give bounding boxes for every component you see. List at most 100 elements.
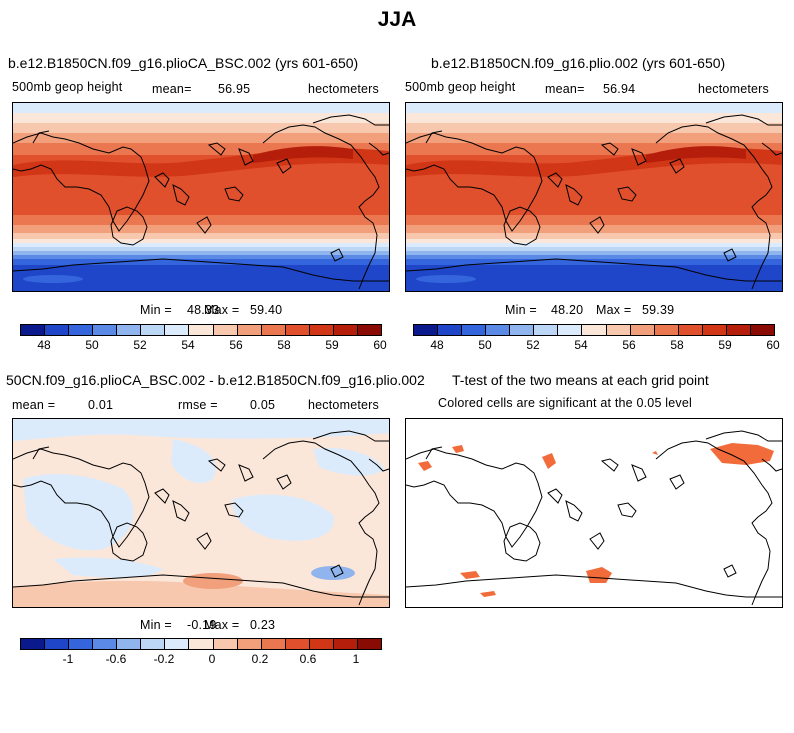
coastline-path [631,464,647,482]
coastline-path [406,258,782,282]
figure-title: JJA [377,8,417,31]
colorbar-tick-label: 60 [373,338,387,352]
colorbar-swatch [309,325,334,335]
panel3-rmse-label: rmse = [178,398,218,412]
coastlines [406,114,782,290]
significant-cell-region [542,453,556,469]
colorbar-swatch [261,325,286,335]
colorbar-swatch [141,325,166,335]
colorbar-swatch [582,325,607,335]
contour-band [406,233,782,239]
coastline-path [600,142,619,156]
panel3-rmse-value: 0.05 [250,398,276,412]
colorbar-swatch [189,639,214,649]
contour-band [406,133,782,143]
coastline-path [669,474,685,490]
colorbar-tick-label: 50 [85,338,99,352]
coastline-path [723,248,737,262]
coastline-path [196,216,212,234]
coastline-path [154,488,170,504]
colorbar-swatch [357,639,381,649]
panel3-map [12,418,390,608]
coastline-path [13,132,150,232]
coastlines [13,114,389,290]
colorbar-swatch [333,639,358,649]
colorbar-swatch [189,325,214,335]
colorbar-swatch [726,325,751,335]
coastline-path [705,430,782,442]
panel2-variable: 500mb geop height [405,80,516,94]
colorbar-swatch [486,325,511,335]
colorbar-swatch [534,325,559,335]
contour-band [406,243,782,247]
contour-band [13,133,389,143]
colorbar-swatch [438,325,463,335]
coastline-path [565,184,583,206]
panel1-max-value: 59.40 [250,303,283,317]
coastline-path [262,124,380,290]
contour-band-max [646,146,746,163]
colorbar-tick-label: 56 [622,338,636,352]
coastline-path [655,440,773,606]
contour-band [406,255,782,259]
colorbar-tick-label: 56 [229,338,243,352]
coastline-path [761,458,782,472]
coastline-path [330,248,344,262]
contour-band [13,113,389,123]
panel1-colorbar [20,324,382,336]
colorbar-swatch [678,325,703,335]
colorbar-tick-label: 60 [766,338,780,352]
colorbar-swatch [21,639,46,649]
contour-band [13,255,389,259]
colorbar-swatch [213,639,238,649]
coastline-path [368,458,389,472]
panel1-mean-value: 56.95 [218,82,251,96]
diff-region-negative [171,439,216,484]
coastline-path [406,448,543,548]
significant-cell-region [652,451,658,455]
coastline-path [238,148,254,166]
colorbar-swatch [117,325,142,335]
contour-band [406,225,782,233]
coastline-path [589,532,605,550]
panel4-map [405,418,783,608]
contour-band [13,247,389,251]
colorbar-tick-label: 54 [181,338,195,352]
contour-band [406,215,782,225]
coastline-path [547,488,563,504]
colorbar-swatch [309,639,334,649]
panel3-min-value: -0.19 [187,618,217,632]
colorbar-swatch [69,325,94,335]
coastline-path [425,446,443,460]
coastline-path [406,132,543,232]
significant-cell-region [452,445,464,453]
coastlines [13,430,389,606]
panel2-units: hectometers [698,82,769,96]
contour-band [406,239,782,243]
contour-band [13,103,389,113]
colorbar-swatch [285,639,310,649]
coastline-path [13,574,389,598]
colorbar-tick-label: 52 [526,338,540,352]
panel3-colorbar [20,638,382,650]
panel2-max-value: 59.39 [642,303,675,317]
contour-band [406,103,782,113]
significant-cell-region [586,567,612,583]
diff-region-negative [313,447,385,476]
coastline-path [238,464,254,482]
coastline-path [13,448,150,548]
coastline-path [631,148,647,166]
contour-band [406,251,782,255]
colorbar-swatch [510,325,535,335]
coastline-path [312,430,389,442]
diff-region-max [183,573,243,589]
contour-band [406,247,782,251]
coastline-path [368,142,389,156]
colorbar-tick-label: -0.6 [105,652,127,666]
contour-band [13,243,389,247]
panel1-min-label: Min = [140,303,172,317]
coastline-path [565,500,583,522]
colorbar-swatch [69,639,94,649]
colorbar-swatch [462,325,487,335]
diff-region-negative [53,557,163,578]
